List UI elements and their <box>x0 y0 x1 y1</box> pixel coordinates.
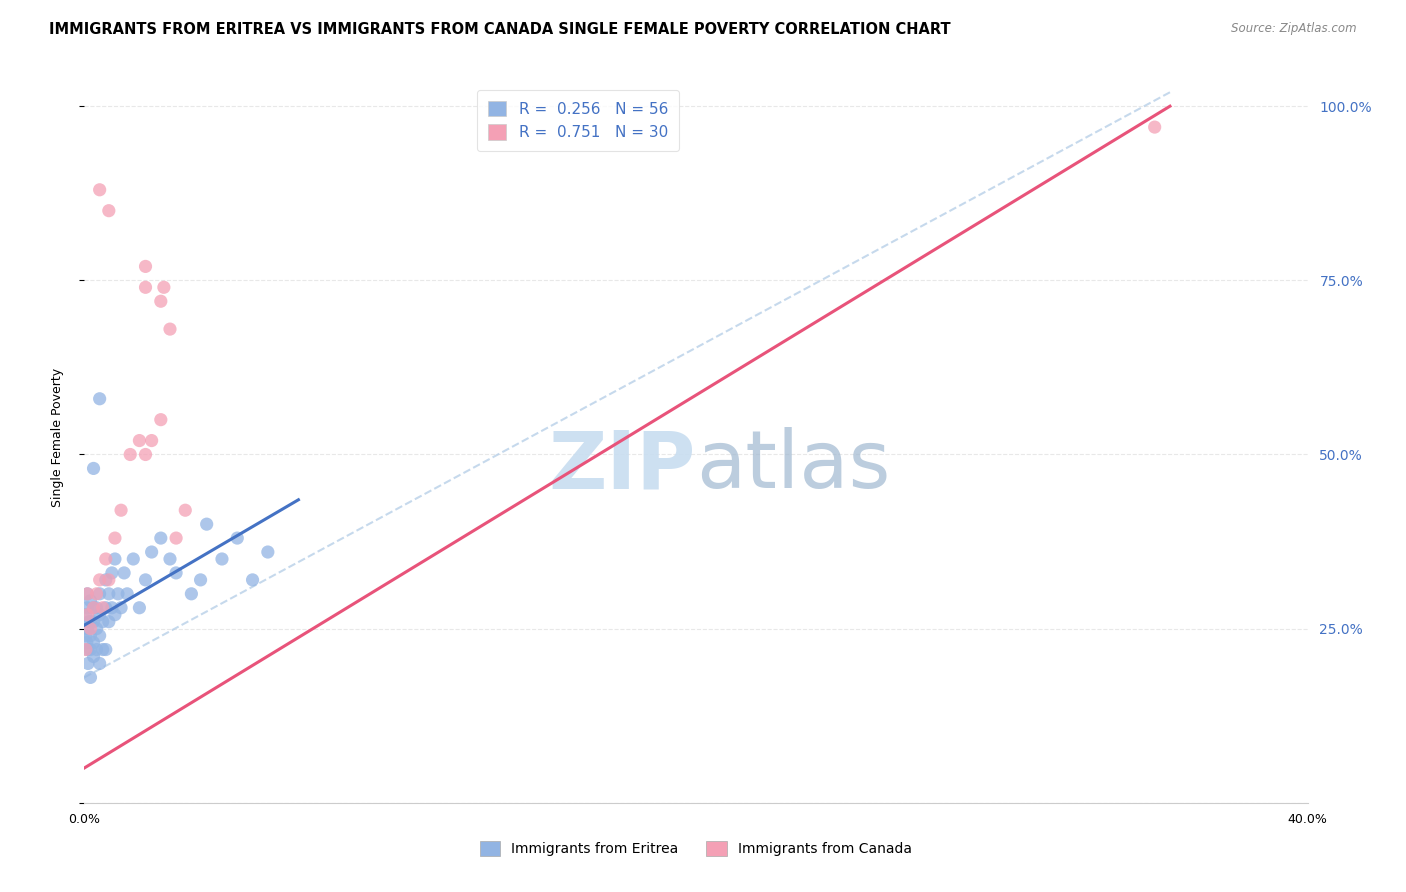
Text: Source: ZipAtlas.com: Source: ZipAtlas.com <box>1232 22 1357 36</box>
Point <box>174 503 197 517</box>
Point <box>76 642 98 657</box>
Point <box>79 670 101 684</box>
Point <box>79 615 101 629</box>
Point <box>257 545 280 559</box>
Point <box>101 600 124 615</box>
Point <box>89 573 111 587</box>
Point <box>76 600 98 615</box>
Point <box>97 203 120 218</box>
Point <box>153 280 176 294</box>
Point <box>91 642 114 657</box>
Point <box>149 531 172 545</box>
Text: atlas: atlas <box>696 427 890 506</box>
Point <box>79 594 101 608</box>
Point <box>180 587 202 601</box>
Point <box>122 552 145 566</box>
Y-axis label: Single Female Poverty: Single Female Poverty <box>51 368 63 507</box>
Point <box>104 607 127 622</box>
Point <box>89 587 111 601</box>
Point <box>76 622 98 636</box>
Point <box>91 615 114 629</box>
Point <box>110 503 132 517</box>
Point <box>89 629 111 643</box>
Point <box>94 642 117 657</box>
Point <box>75 607 97 622</box>
Point <box>89 392 111 406</box>
Point <box>107 587 129 601</box>
Point <box>211 552 233 566</box>
Point <box>83 461 105 475</box>
Point <box>242 573 264 587</box>
Point <box>91 600 114 615</box>
Point <box>76 587 98 601</box>
Point <box>86 622 108 636</box>
Point <box>190 573 212 587</box>
Point <box>86 587 108 601</box>
Point <box>79 622 101 636</box>
Point <box>101 566 124 580</box>
Point <box>89 183 111 197</box>
Point <box>135 260 157 274</box>
Point <box>159 322 181 336</box>
Point <box>159 552 181 566</box>
Point <box>195 517 218 532</box>
Point <box>79 629 101 643</box>
Point <box>89 657 111 671</box>
Point <box>165 566 187 580</box>
Point <box>76 635 98 649</box>
Point <box>94 552 117 566</box>
Point <box>83 649 105 664</box>
Point <box>165 531 187 545</box>
Point <box>76 607 98 622</box>
Text: ZIP: ZIP <box>548 427 696 506</box>
Point <box>94 573 117 587</box>
Point <box>128 600 150 615</box>
Point <box>141 545 163 559</box>
Point <box>128 434 150 448</box>
Point <box>104 531 127 545</box>
Point <box>75 629 97 643</box>
Point <box>226 531 249 545</box>
Point <box>89 607 111 622</box>
Point <box>77 615 100 629</box>
Point <box>94 600 117 615</box>
Point <box>1143 120 1166 134</box>
Point <box>141 434 163 448</box>
Point <box>76 587 98 601</box>
Point <box>104 552 127 566</box>
Point <box>110 600 132 615</box>
Legend: Immigrants from Eritrea, Immigrants from Canada: Immigrants from Eritrea, Immigrants from… <box>474 835 918 862</box>
Point <box>83 635 105 649</box>
Point <box>79 642 101 657</box>
Point <box>97 587 120 601</box>
Point <box>135 573 157 587</box>
Point <box>83 600 105 615</box>
Text: IMMIGRANTS FROM ERITREA VS IMMIGRANTS FROM CANADA SINGLE FEMALE POVERTY CORRELAT: IMMIGRANTS FROM ERITREA VS IMMIGRANTS FR… <box>49 22 950 37</box>
Point <box>135 448 157 462</box>
Point <box>112 566 135 580</box>
Point <box>149 294 172 309</box>
Point <box>97 573 120 587</box>
Point <box>83 600 105 615</box>
Point <box>120 448 142 462</box>
Point <box>75 642 97 657</box>
Point <box>83 615 105 629</box>
Point <box>86 600 108 615</box>
Point <box>97 615 120 629</box>
Point <box>149 412 172 426</box>
Point <box>86 642 108 657</box>
Point <box>135 280 157 294</box>
Point <box>77 657 100 671</box>
Point <box>115 587 138 601</box>
